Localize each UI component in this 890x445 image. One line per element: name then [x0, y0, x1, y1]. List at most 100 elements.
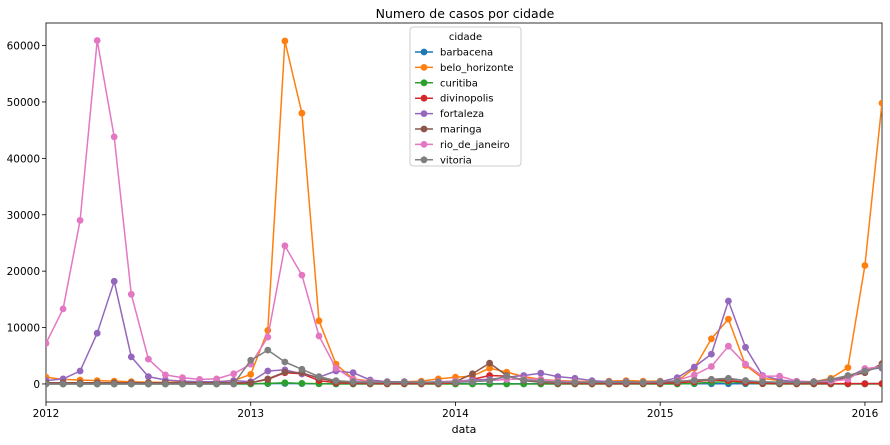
data-point: [725, 375, 732, 382]
data-point: [691, 364, 698, 371]
data-point: [60, 381, 67, 388]
data-point: [316, 317, 323, 324]
data-point: [452, 379, 459, 386]
legend-swatch-marker: [421, 95, 428, 102]
data-point: [384, 379, 391, 386]
data-point: [333, 365, 340, 372]
legend-label: divinopolis: [440, 94, 494, 105]
data-point: [162, 381, 169, 388]
series-fortaleza: [43, 278, 886, 386]
data-point: [810, 378, 817, 385]
data-point: [43, 340, 50, 347]
data-point: [537, 378, 544, 385]
data-point: [742, 377, 749, 384]
legend-swatch-marker: [421, 141, 428, 148]
data-point: [264, 334, 271, 341]
data-point: [333, 377, 340, 384]
data-point: [77, 381, 84, 388]
data-point: [691, 377, 698, 384]
data-point: [264, 368, 271, 375]
data-point: [879, 100, 886, 107]
data-point: [793, 379, 800, 386]
y-tick-label: 0: [33, 379, 40, 391]
legend-swatch-marker: [421, 64, 428, 71]
y-tick-label: 50000: [7, 97, 40, 109]
data-point: [264, 376, 271, 383]
legend-label: rio_de_janeiro: [440, 140, 510, 151]
legend-label: belo_horizonte: [440, 63, 514, 74]
data-point: [520, 377, 527, 384]
data-point: [247, 379, 254, 386]
legend: cidadebarbacenabelo_horizontecuritibadiv…: [410, 27, 521, 166]
data-point: [725, 343, 732, 350]
data-point: [111, 134, 118, 141]
data-point: [282, 369, 289, 376]
data-point: [554, 379, 561, 386]
y-tick-label: 30000: [7, 210, 40, 222]
data-point: [435, 379, 442, 386]
data-point: [350, 369, 357, 376]
chart-title: Numero de casos por cidade: [376, 6, 555, 21]
data-point: [299, 110, 306, 117]
data-point: [725, 316, 732, 323]
data-point: [77, 217, 84, 224]
data-point: [862, 368, 869, 375]
series-line-fortaleza: [46, 281, 882, 382]
data-point: [282, 379, 289, 386]
data-point: [145, 381, 152, 388]
legend-label: fortaleza: [440, 109, 484, 120]
legend-swatch-marker: [421, 126, 428, 133]
data-point: [572, 379, 579, 386]
data-point: [179, 381, 186, 388]
y-tick-label: 20000: [7, 266, 40, 278]
x-axis-label: data: [452, 423, 477, 436]
data-point: [299, 366, 306, 373]
data-point: [282, 359, 289, 366]
data-point: [640, 379, 647, 386]
data-point: [469, 378, 476, 385]
data-point: [162, 372, 169, 379]
legend-swatch-marker: [421, 79, 428, 86]
legend-swatch-marker: [421, 156, 428, 163]
data-point: [367, 379, 374, 386]
data-point: [299, 380, 306, 387]
data-point: [657, 378, 664, 385]
y-tick-label: 10000: [7, 323, 40, 335]
data-point: [879, 380, 886, 387]
data-point: [145, 356, 152, 363]
data-point: [60, 306, 67, 313]
data-point: [708, 376, 715, 383]
data-point: [111, 278, 118, 285]
data-point: [179, 374, 186, 381]
data-point: [708, 335, 715, 342]
data-point: [674, 378, 681, 385]
data-point: [827, 376, 834, 383]
data-point: [623, 379, 630, 386]
data-point: [196, 381, 203, 388]
data-point: [486, 377, 493, 384]
data-point: [213, 381, 220, 388]
data-point: [230, 381, 237, 388]
data-point: [230, 370, 237, 377]
data-point: [299, 272, 306, 279]
data-point: [776, 373, 783, 380]
data-point: [606, 379, 613, 386]
data-point: [845, 364, 852, 371]
legend-label: maringa: [440, 125, 482, 136]
data-point: [264, 347, 271, 354]
data-point: [469, 370, 476, 377]
data-point: [418, 379, 425, 386]
legend-label: vitoria: [440, 155, 472, 166]
x-tick-label: 2015: [647, 408, 674, 420]
data-point: [94, 330, 101, 337]
data-point: [776, 379, 783, 386]
x-tick-label: 2012: [33, 408, 60, 420]
data-point: [350, 378, 357, 385]
data-point: [94, 381, 101, 388]
data-point: [845, 372, 852, 379]
legend-swatch-marker: [421, 49, 428, 56]
